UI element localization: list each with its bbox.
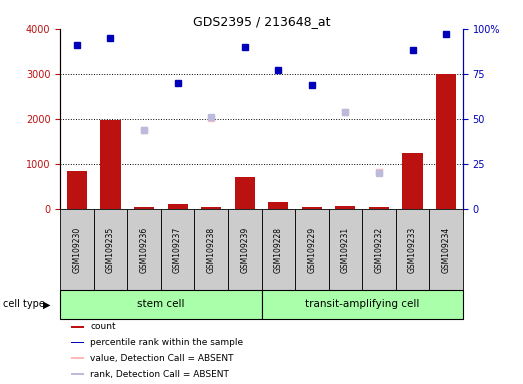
Text: rank, Detection Call = ABSENT: rank, Detection Call = ABSENT — [90, 370, 230, 379]
Text: GSM109228: GSM109228 — [274, 227, 283, 273]
Bar — [161, 209, 195, 290]
Bar — [396, 209, 429, 290]
Text: GSM109239: GSM109239 — [240, 227, 249, 273]
Bar — [362, 209, 396, 290]
Bar — [429, 209, 463, 290]
Text: count: count — [90, 322, 116, 331]
Title: GDS2395 / 213648_at: GDS2395 / 213648_at — [193, 15, 330, 28]
Text: GSM109236: GSM109236 — [140, 227, 149, 273]
Text: GSM109234: GSM109234 — [441, 227, 451, 273]
Bar — [67, 171, 87, 209]
Bar — [167, 204, 188, 209]
Bar — [335, 206, 356, 209]
Bar — [71, 358, 84, 359]
Bar — [134, 207, 154, 209]
Text: ▶: ▶ — [43, 299, 50, 310]
Text: GSM109229: GSM109229 — [308, 227, 316, 273]
Bar — [71, 373, 84, 375]
Bar — [228, 209, 262, 290]
Text: GSM109233: GSM109233 — [408, 227, 417, 273]
Bar — [60, 209, 94, 290]
Bar — [235, 177, 255, 209]
Bar — [295, 209, 328, 290]
Bar — [268, 202, 288, 209]
Text: GSM109232: GSM109232 — [374, 227, 383, 273]
Bar — [71, 342, 84, 343]
Text: GSM109231: GSM109231 — [341, 227, 350, 273]
Text: percentile rank within the sample: percentile rank within the sample — [90, 338, 244, 347]
Bar — [262, 290, 463, 319]
Text: value, Detection Call = ABSENT: value, Detection Call = ABSENT — [90, 354, 234, 363]
Text: cell type: cell type — [3, 299, 44, 310]
Text: transit-amplifying cell: transit-amplifying cell — [305, 299, 419, 310]
Bar — [94, 209, 127, 290]
Bar — [201, 207, 221, 209]
Bar — [328, 209, 362, 290]
Text: GSM109237: GSM109237 — [173, 227, 182, 273]
Bar — [127, 209, 161, 290]
Bar — [436, 74, 456, 209]
Text: GSM109235: GSM109235 — [106, 227, 115, 273]
Text: GSM109238: GSM109238 — [207, 227, 215, 273]
Bar — [100, 121, 120, 209]
Text: stem cell: stem cell — [137, 299, 185, 310]
Text: GSM109230: GSM109230 — [72, 227, 82, 273]
Bar — [60, 290, 262, 319]
Bar — [262, 209, 295, 290]
Bar — [369, 207, 389, 209]
Bar — [403, 153, 423, 209]
Bar — [195, 209, 228, 290]
Bar — [302, 207, 322, 209]
Bar — [71, 326, 84, 328]
